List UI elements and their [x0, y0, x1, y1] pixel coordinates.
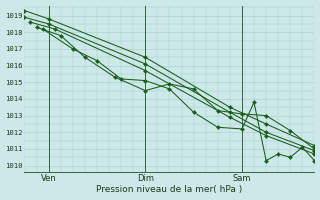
X-axis label: Pression niveau de la mer( hPa ): Pression niveau de la mer( hPa ) — [96, 185, 243, 194]
